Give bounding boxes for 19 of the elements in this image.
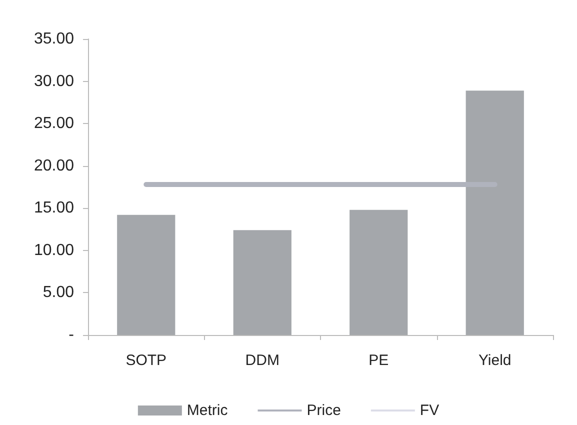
- y-tick-label: 25.00: [34, 115, 74, 132]
- x-tick-label: DDM: [245, 352, 280, 369]
- x-tick-label: Yield: [478, 352, 512, 369]
- legend-label: Metric: [186, 402, 228, 419]
- y-tick-label: 10.00: [34, 242, 74, 259]
- y-tick-label: 20.00: [34, 157, 74, 174]
- legend-label: Price: [306, 402, 341, 419]
- bar: [117, 214, 176, 335]
- y-tick-label: 15.00: [34, 200, 74, 217]
- y-tick-label: 35.00: [34, 30, 74, 48]
- y-tick-label: 5.00: [42, 284, 74, 302]
- legend-label: FV: [420, 402, 440, 419]
- bar: [233, 230, 292, 335]
- x-tick-label: PE: [368, 352, 389, 369]
- y-tick-label: 30.00: [34, 72, 74, 90]
- bar: [350, 210, 408, 335]
- x-tick-label: SOTP: [126, 352, 167, 369]
- y-tick-label: -: [68, 326, 74, 344]
- bar: [466, 90, 524, 335]
